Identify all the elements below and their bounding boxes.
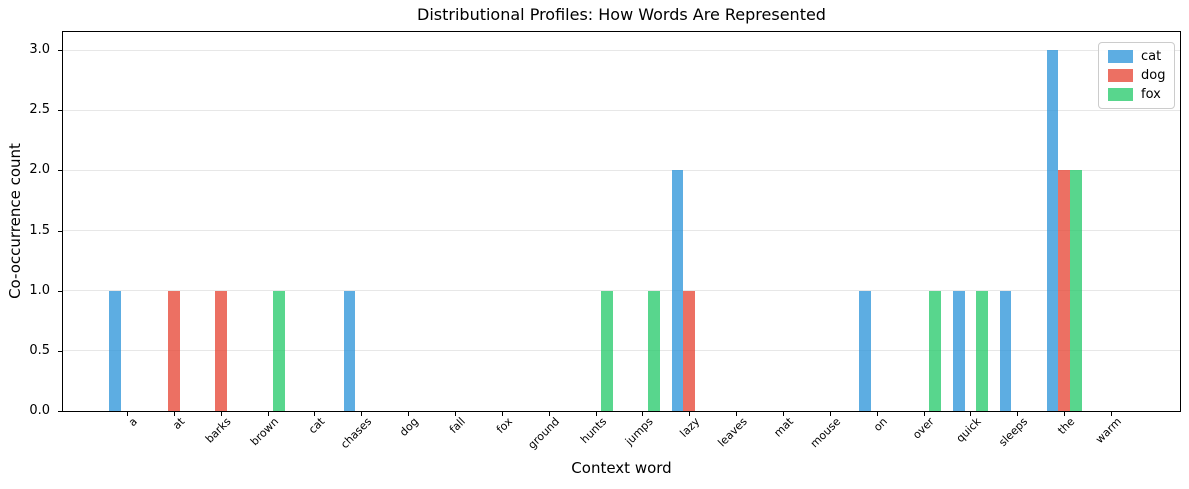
x-tick-label-sleeps: sleeps [996,415,1031,449]
chart-title: Distributional Profiles: How Words Are R… [417,5,826,24]
x-tick-mark-mat [783,412,784,416]
x-tick-mark-a [127,412,128,416]
x-tick-mark-cat [314,412,316,416]
legend-label-fox: fox [1141,87,1161,102]
x-tick-mark-quick [970,412,972,416]
legend: cat dog fox [1098,42,1176,109]
bar-cat-a [109,290,122,411]
x-tick-mark-sleeps [1017,412,1019,416]
x-tick-mark-mouse [829,412,831,416]
y-gridline-1.5 [63,230,1180,232]
legend-item-dog: dog [1108,69,1165,82]
x-tick-mark-leaves [736,412,738,416]
x-tick-label-cat: cat [306,415,328,437]
x-tick-label-dog: dog [397,415,422,439]
x-tick-label-over: over [910,415,937,442]
legend-swatch-fox [1108,88,1133,101]
x-tick-mark-fall [455,412,456,416]
bar-cat-on [859,290,871,411]
plot-area [62,31,1181,412]
x-tick-label-hunts: hunts [577,415,609,447]
y-tick-mark-3.0 [58,50,63,52]
bar-fox-brown [273,290,286,411]
bar-dog-barks [214,290,227,411]
x-tick-label-warm: warm [1093,415,1125,446]
y-tick-mark-2.0 [58,170,63,172]
bar-fox-over [929,290,942,411]
bar-cat-chases [343,290,356,411]
y-tick-label-2.0: 2.0 [29,162,50,178]
y-tick-label-3.0: 3.0 [29,42,50,58]
x-tick-mark-on [876,412,878,416]
y-tick-mark-0.0 [58,411,63,412]
y-tick-label-0.5: 0.5 [29,342,50,358]
x-tick-mark-warm [1111,412,1112,416]
x-tick-mark-dog [408,412,410,416]
x-tick-label-fox: fox [493,415,516,437]
x-tick-label-chases: chases [338,415,375,452]
y-tick-mark-0.5 [58,350,63,352]
x-tick-mark-over [923,412,925,416]
x-tick-mark-chases [361,412,363,416]
x-tick-label-leaves: leaves [714,415,750,450]
x-tick-mark-hunts [595,412,597,416]
legend-swatch-dog [1108,69,1133,82]
x-tick-label-fall: fall [447,415,469,437]
x-tick-mark-ground [548,412,550,416]
bar-dog-at [168,290,180,411]
x-tick-label-ground: ground [525,415,562,452]
x-tick-mark-brown [267,412,269,416]
x-tick-label-jumps: jumps [622,415,656,448]
x-tick-label-mouse: mouse [807,415,844,451]
x-tick-label-the: the [1055,415,1078,437]
bar-cat-the [1046,50,1059,411]
x-tick-label-brown: brown [247,415,281,449]
bar-cat-lazy [671,170,684,411]
x-tick-label-mat: mat [771,415,797,440]
y-tick-mark-1.5 [58,230,63,232]
x-tick-mark-barks [220,412,222,416]
y-tick-label-1.0: 1.0 [29,282,50,298]
x-tick-label-on: on [871,415,890,434]
bar-dog-the [1058,170,1070,411]
y-gridline-3.0 [63,49,1180,51]
bar-fox-the [1069,170,1082,411]
legend-label-dog: dog [1141,68,1166,83]
x-tick-label-quick: quick [953,415,984,446]
x-tick-mark-fox [501,412,503,416]
y-tick-mark-1.0 [58,290,63,292]
y-tick-label-2.5: 2.5 [29,102,50,118]
x-tick-mark-lazy [689,412,691,416]
legend-swatch-cat [1108,50,1133,63]
x-axis-label: Context word [571,459,672,477]
x-tick-label-a: a [126,415,141,429]
y-gridline-2.0 [63,169,1180,171]
x-tick-label-at: at [170,415,188,433]
bar-fox-quick [976,290,988,411]
y-gridline-2.5 [63,109,1180,111]
y-gridline-1.0 [63,290,1180,292]
x-tick-mark-at [173,412,175,416]
x-tick-mark-the [1064,412,1066,416]
bar-cat-sleeps [999,290,1012,411]
y-tick-mark-2.5 [58,110,63,112]
bar-cat-quick [952,290,965,411]
legend-label-cat: cat [1141,49,1162,64]
bar-fox-hunts [601,290,614,411]
legend-item-cat: cat [1108,50,1165,63]
y-tick-label-0.0: 0.0 [29,403,50,418]
bar-fox-jumps [648,290,660,411]
legend-item-fox: fox [1108,88,1165,101]
y-gridline-0.5 [63,350,1180,352]
y-tick-label-1.5: 1.5 [29,222,50,238]
bar-dog-lazy [683,290,696,411]
x-tick-label-lazy: lazy [677,415,703,440]
x-tick-mark-jumps [642,412,644,416]
x-tick-label-barks: barks [203,415,234,446]
